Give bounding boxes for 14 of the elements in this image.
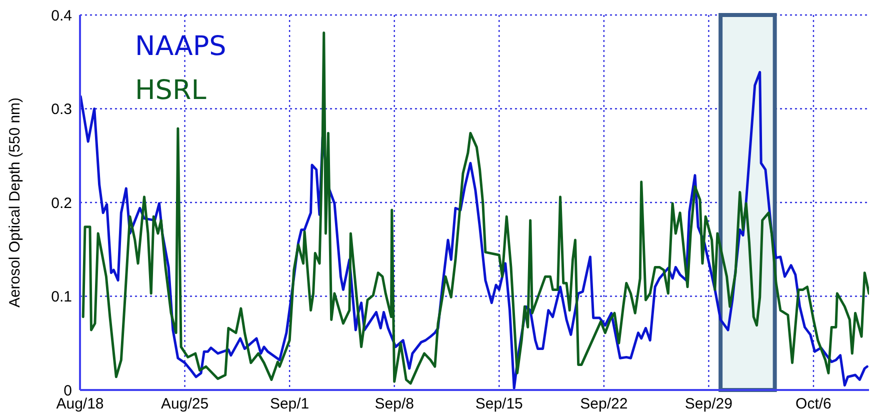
y-axis-title: Aerosol Optical Depth (550 nm) bbox=[6, 97, 24, 308]
x-tick-label: Aug/25 bbox=[161, 396, 209, 413]
x-tick-label: Sep/1 bbox=[270, 396, 310, 413]
text: NAAPS bbox=[135, 30, 226, 64]
y-tick-label: 0.2 bbox=[51, 194, 72, 212]
y-tick-label: 0.3 bbox=[51, 101, 72, 118]
x-tick-label: Sep/29 bbox=[684, 396, 732, 413]
x-tick-label: Oct/6 bbox=[796, 396, 832, 413]
x-tick-label: Sep/22 bbox=[580, 396, 628, 413]
x-tick-label: Sep/15 bbox=[475, 396, 523, 413]
series-label: HSRL bbox=[135, 74, 208, 108]
y-tick-label: 0.1 bbox=[51, 288, 72, 306]
y-tick-label: 0.4 bbox=[51, 7, 72, 24]
x-tick-label: Sep/8 bbox=[374, 396, 414, 413]
